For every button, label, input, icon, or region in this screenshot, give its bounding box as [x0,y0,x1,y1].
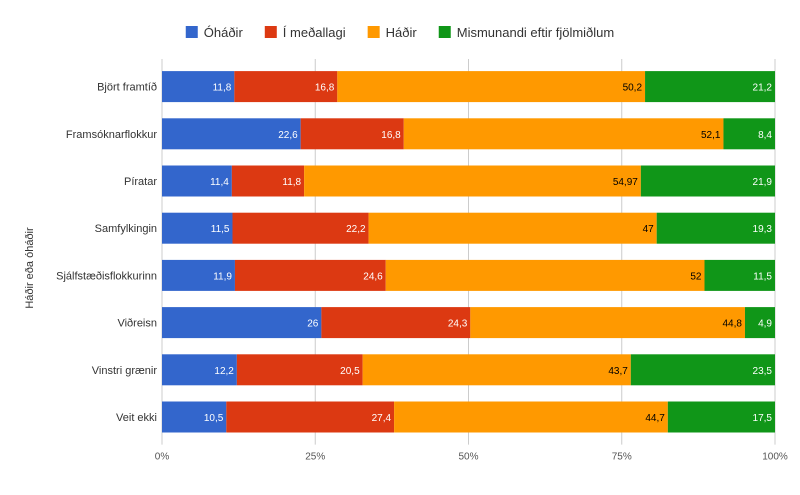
bar-mismunandi-eftir-fjolmi-lum [640,165,775,197]
data-label: 47 [643,224,655,235]
data-label: 24,6 [363,271,383,282]
data-label: 4,9 [758,319,772,330]
data-label: 23,5 [753,366,773,377]
bar-mismunandi-eftir-fjolmi-lum [645,71,775,103]
bar-ha-ir [362,354,631,386]
data-label: 20,5 [340,366,360,377]
legend-swatch-ha-ir [367,26,380,38]
legend-label: Óháðir [204,25,244,40]
bar-oha-ir [162,401,227,433]
legend-label: Mismunandi eftir fjölmiðlum [457,25,615,40]
category-label: Píratar [124,176,157,188]
legend-label: Í meðallagi [283,25,346,40]
category-label: Sjálfstæðisflokkurinn [56,270,157,282]
bar-i-me-allagi [226,401,395,433]
legend-label: Háðir [386,25,418,40]
legend-swatch-i-me-allagi [264,26,277,38]
data-label: 8,4 [758,130,772,141]
gridlines [161,59,776,445]
bar-oha-ir [162,71,235,103]
bar-i-me-allagi [300,118,404,150]
bar-i-me-allagi [234,259,386,291]
bar-i-me-allagi [321,307,471,339]
bar-mismunandi-eftir-fjolmi-lum [723,118,775,150]
bar-ha-ir [368,212,657,244]
category-label: Vinstri grænir [92,365,158,377]
data-label: 26 [307,319,319,330]
bars: 11,8 16,8 50,2 21,2 22,6 16,8 52,1 8,4 11,4 11,8 5… [162,71,775,433]
data-label: 50,2 [623,83,643,94]
bar-mismunandi-eftir-fjolmi-lum [667,401,775,433]
data-label: 10,5 [204,413,224,424]
data-label: 52,1 [701,130,721,141]
bar-ha-ir [304,165,641,197]
bar-ha-ir [470,307,745,339]
bar-i-me-allagi [232,212,369,244]
category-labels: Björt framtíð Framsóknarflokkur Píratar Sam… [56,82,157,424]
bar-oha-ir [162,259,235,291]
category-label: Veit ekki [116,412,157,424]
bar-ha-ir [403,118,724,150]
data-label: 22,2 [346,224,366,235]
bar-i-me-allagi [231,165,305,197]
data-label: 16,8 [315,83,335,94]
category-label: Björt framtíð [97,82,157,94]
bar-ha-ir [394,401,668,433]
data-label: 22,6 [278,130,298,141]
data-label: 44,8 [722,319,742,330]
data-label: 11,5 [753,271,772,282]
bar-oha-ir [162,212,233,244]
bar-ha-ir [337,71,646,103]
data-label: 12,2 [214,366,234,377]
bar-oha-ir [162,165,232,197]
data-label: 11,4 [210,177,229,188]
data-label: 19,3 [753,224,773,235]
x-tick-label: 100% [762,452,788,463]
bar-i-me-allagi [234,71,338,103]
x-tick-label: 0% [155,452,170,463]
category-label: Framsóknarflokkur [66,129,157,141]
data-label: 54,97 [613,177,638,188]
data-label: 11,8 [213,83,232,94]
bar-i-me-allagi [236,354,363,386]
x-tick-label: 50% [458,452,478,463]
data-label: 24,3 [448,319,468,330]
data-label: 21,2 [753,83,773,94]
bar-mismunandi-eftir-fjolmi-lum [704,259,775,291]
data-label: 27,4 [372,413,392,424]
bar-mismunandi-eftir-fjolmi-lum [630,354,775,386]
data-label: 44,7 [645,413,665,424]
legend-swatch-oha-ir [185,26,198,38]
data-label: 16,8 [381,130,401,141]
x-axis-ticks: 0% 25% 50% 75% 100% [155,452,788,463]
category-label: Samfylkingin [95,223,157,235]
data-label: 17,5 [753,413,773,424]
data-label: 43,7 [608,366,628,377]
data-label: 11,5 [211,224,230,235]
bar-mismunandi-eftir-fjolmi-lum [656,212,775,244]
category-label: Viðreisn [117,318,157,330]
bar-mismunandi-eftir-fjolmi-lum [744,307,775,339]
bar-oha-ir [162,118,301,150]
data-label: 11,8 [282,177,301,188]
legend: Óháðir Í meðallagi Háðir Mismunandi eftir f… [185,25,615,40]
data-label: 21,9 [753,177,773,188]
legend-swatch-mismunandi-eftir-fjolmi-lum [438,26,451,38]
data-label: 11,9 [213,271,232,282]
x-tick-label: 25% [305,452,325,463]
x-tick-label: 75% [612,452,632,463]
data-label: 52 [690,271,702,282]
y-axis-title: Háðir eða óháðir [24,227,36,309]
bar-oha-ir [162,354,237,386]
bar-ha-ir [385,259,705,291]
bar-oha-ir [162,307,322,339]
